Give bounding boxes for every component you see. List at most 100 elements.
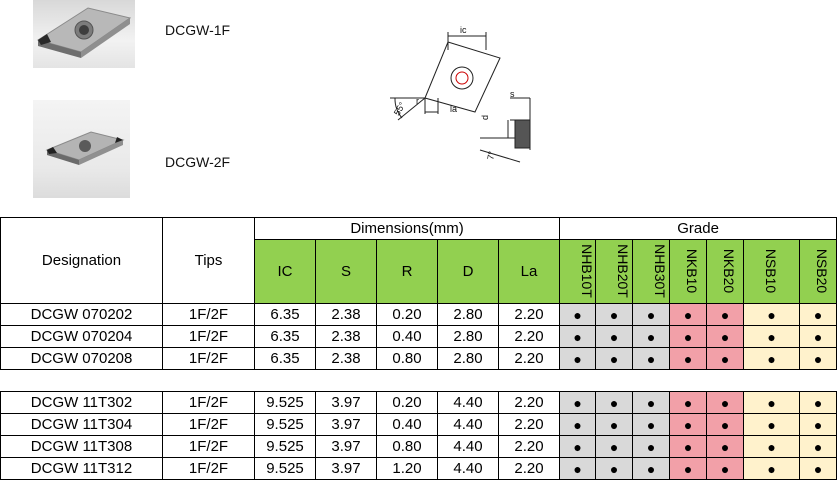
- table-cell: [743, 369, 800, 392]
- grade-dot: ●: [559, 347, 597, 370]
- grade-dot: ●: [706, 303, 745, 326]
- col-d: D: [437, 239, 499, 304]
- grade-dot: ●: [743, 457, 801, 480]
- table-cell: DCGW 11T308: [0, 435, 163, 458]
- table-cell: 6.35: [254, 303, 316, 326]
- drawing-label-la: la: [450, 104, 457, 114]
- grade-col-nhb20t: NHB20T: [595, 239, 634, 304]
- spec-table: Designation Tips Dimensions(mm) Grade IC…: [0, 217, 838, 480]
- col-r: R: [376, 239, 438, 304]
- grade-dot: ●: [595, 457, 634, 480]
- table-cell: 9.525: [254, 457, 316, 480]
- grade-dot: ●: [743, 413, 801, 436]
- drawing-label-relief: 7°: [485, 150, 496, 161]
- table-cell: 0.80: [376, 435, 438, 458]
- grade-dot: ●: [669, 413, 708, 436]
- grade-dot: ●: [632, 413, 671, 436]
- table-cell: [254, 369, 316, 392]
- grade-dot: ●: [669, 435, 708, 458]
- table-cell: 1F/2F: [162, 391, 255, 414]
- grade-dot: ●: [559, 325, 597, 348]
- table-cell: [315, 369, 377, 392]
- table-cell: DCGW 11T304: [0, 413, 163, 436]
- grade-dot: ●: [706, 325, 745, 348]
- grade-dot: ●: [743, 347, 801, 370]
- grade-col-nhb30t: NHB30T: [632, 239, 671, 304]
- grade-dot: ●: [799, 325, 838, 348]
- table-cell: DCGW 11T302: [0, 391, 163, 414]
- table-cell: 4.40: [437, 413, 499, 436]
- table-row: DCGW 070208 1F/2F 6.35 2.38 0.80 2.80 2.…: [0, 347, 838, 370]
- table-row: DCGW 070204 1F/2F 6.35 2.38 0.40 2.80 2.…: [0, 325, 838, 348]
- grade-dot: ●: [669, 303, 708, 326]
- table-cell: [162, 369, 255, 392]
- grade-dot: ●: [632, 347, 671, 370]
- grade-dot: ●: [799, 303, 838, 326]
- table-cell: 6.35: [254, 347, 316, 370]
- grade-dot: ●: [706, 413, 745, 436]
- insert-photo-2f: [33, 100, 130, 198]
- table-cell: 2.20: [497, 347, 561, 370]
- grade-dot: ●: [799, 347, 838, 370]
- table-cell: [559, 369, 596, 392]
- table-row: DCGW 11T304 1F/2F 9.525 3.97 0.40 4.40 2…: [0, 413, 838, 436]
- table-cell: 1F/2F: [162, 457, 255, 480]
- table-cell: [498, 369, 560, 392]
- table-cell: 3.97: [315, 435, 377, 458]
- product-header: DCGW-1F DCGW-2F: [0, 0, 840, 218]
- table-row: DCGW 11T312 1F/2F 9.525 3.97 1.20 4.40 2…: [0, 457, 838, 480]
- grade-dot: ●: [559, 457, 597, 480]
- table-cell: 6.35: [254, 325, 316, 348]
- table-cell: 3.97: [315, 457, 377, 480]
- table-cell: 0.40: [376, 413, 438, 436]
- grade-dot: ●: [706, 435, 745, 458]
- product-label-2f: DCGW-2F: [165, 154, 231, 170]
- table-row: DCGW 11T302 1F/2F 9.525 3.97 0.20 4.40 2…: [0, 391, 838, 414]
- grade-header: Grade: [559, 217, 838, 240]
- table-cell: 2.80: [437, 303, 499, 326]
- insert-technical-drawing: ic s la d 55° r 7°: [380, 20, 545, 180]
- table-cell: 2.80: [437, 325, 499, 348]
- table-cell: 1.20: [376, 457, 438, 480]
- product-label-1f: DCGW-1F: [165, 22, 231, 38]
- table-cell: 3.97: [315, 413, 377, 436]
- grade-dot: ●: [669, 347, 708, 370]
- grade-dot: ●: [632, 391, 671, 414]
- grade-dot: ●: [669, 457, 708, 480]
- table-cell: 2.38: [315, 303, 377, 326]
- col-ic: IC: [254, 239, 316, 304]
- table-cell: 1F/2F: [162, 435, 255, 458]
- table-cell: 4.40: [437, 391, 499, 414]
- grade-dot: ●: [743, 325, 801, 348]
- grade-dot: ●: [669, 325, 708, 348]
- table-cell: 4.40: [437, 457, 499, 480]
- table-cell: 1F/2F: [162, 347, 255, 370]
- grade-dot: ●: [559, 413, 597, 436]
- grade-dot: ●: [799, 435, 838, 458]
- grade-col-nsb10: NSB10: [743, 239, 801, 304]
- grade-dot: ●: [669, 391, 708, 414]
- table-cell: [632, 369, 670, 392]
- insert-photo-1f: [33, 0, 135, 68]
- designation-header: Designation: [0, 217, 163, 304]
- grade-dot: ●: [706, 457, 745, 480]
- table-cell: 0.40: [376, 325, 438, 348]
- drawing-label-r: r: [416, 96, 419, 106]
- grade-dot: ●: [559, 303, 597, 326]
- grade-dot: ●: [595, 391, 634, 414]
- drawing-label-ic: ic: [460, 25, 467, 35]
- grade-dot: ●: [559, 435, 597, 458]
- grade-dot: ●: [595, 303, 634, 326]
- grade-dot: ●: [595, 435, 634, 458]
- grade-dot: ●: [706, 391, 745, 414]
- col-la: La: [497, 239, 561, 304]
- grade-dot: ●: [632, 303, 671, 326]
- table-spacer-row: [0, 369, 837, 392]
- table-cell: 3.97: [315, 391, 377, 414]
- drawing-label-s: s: [510, 89, 515, 99]
- grade-col-nhb10t: NHB10T: [559, 239, 597, 304]
- col-s: S: [315, 239, 377, 304]
- table-cell: 0.20: [376, 391, 438, 414]
- table-cell: 2.20: [497, 435, 561, 458]
- table-cell: 1F/2F: [162, 303, 255, 326]
